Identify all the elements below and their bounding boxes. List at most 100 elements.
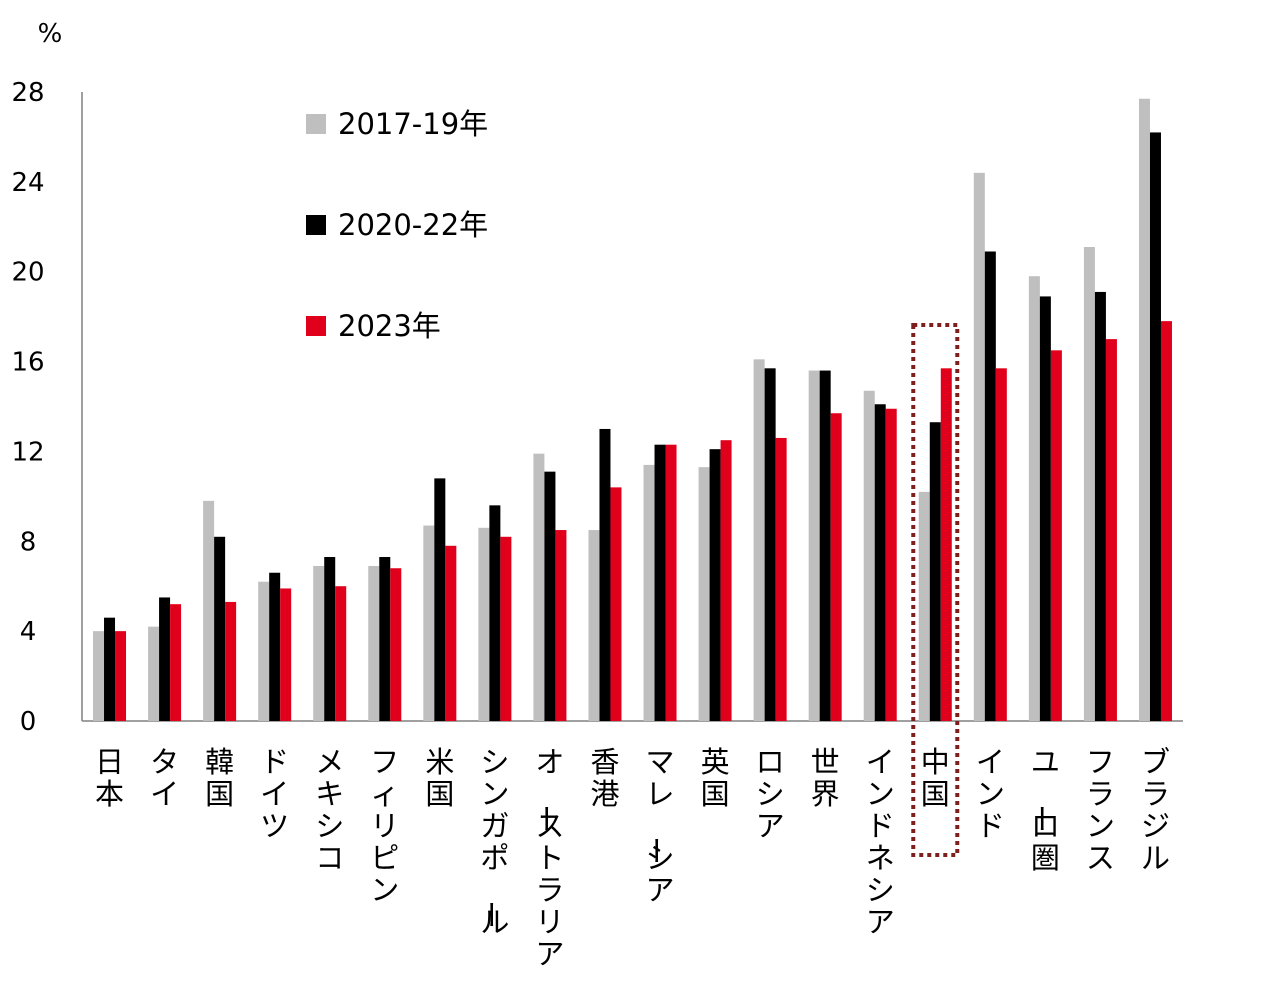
category-label: フィリピン: [370, 745, 399, 907]
bar: [1039, 296, 1051, 721]
bar: [423, 525, 435, 721]
category-label: ドイツ: [260, 745, 289, 843]
category-label: ユーロ圏: [1024, 745, 1060, 875]
bar: [269, 572, 281, 721]
y-tick-label: 8: [20, 527, 37, 557]
bar: [280, 588, 292, 721]
bar: [610, 487, 622, 721]
bar: [588, 530, 600, 721]
bar: [1138, 98, 1150, 722]
bar: [643, 464, 655, 721]
bar: [390, 568, 402, 721]
bar: [984, 251, 996, 721]
bar: [995, 368, 1007, 721]
category-label: 香港: [590, 745, 619, 811]
category-label: シンガポール: [473, 745, 509, 939]
bar: [313, 565, 325, 721]
bar: [1050, 350, 1062, 721]
category-label: 世界: [811, 745, 840, 811]
bar: [434, 478, 446, 721]
bar: [104, 617, 116, 721]
bar: [874, 404, 886, 721]
bar: [335, 586, 347, 721]
bar: [885, 408, 897, 721]
bar: [940, 368, 952, 721]
bar: [599, 428, 611, 721]
y-axis-label: %: [38, 19, 63, 49]
bars: [93, 98, 1172, 722]
y-tick-label: 12: [11, 437, 44, 467]
legend-label: 2020-22年: [338, 208, 488, 242]
bar: [159, 597, 171, 721]
bar: [709, 449, 721, 721]
bar: [1105, 339, 1117, 721]
bar: [324, 557, 336, 721]
y-tick-label: 28: [11, 78, 44, 108]
bar: [720, 440, 732, 721]
bar: [753, 359, 765, 721]
bar: [1083, 247, 1095, 721]
bar: [258, 581, 270, 721]
category-label: マレーシア: [639, 745, 675, 907]
bar: [379, 557, 391, 721]
bar: [918, 491, 930, 721]
bar: [1149, 132, 1161, 721]
bar: [214, 536, 226, 721]
bar: [533, 453, 545, 721]
bar: [863, 390, 875, 721]
bar: [489, 505, 501, 721]
bar: [654, 444, 666, 721]
legend-swatch: [306, 215, 326, 235]
legend-swatch: [306, 114, 326, 134]
category-labels: 日本タイ韓国ドイツメキシコフィリピン米国シンガポールオーストラリア香港マレーシア…: [95, 745, 1170, 971]
bar: [698, 467, 710, 721]
category-label: 英国: [701, 745, 730, 811]
legend-label: 2017-19年: [338, 107, 488, 141]
y-axis-ticks: 0 4 8 12 16 20 24 28: [11, 78, 44, 737]
bar: [1028, 276, 1040, 721]
bar: [808, 370, 820, 721]
y-tick-label: 24: [11, 168, 44, 198]
legend-label: 2023年: [338, 309, 441, 343]
highlight-box: [911, 323, 960, 857]
category-label: オーストラリア: [528, 745, 564, 971]
category-label: 日本: [95, 745, 124, 811]
category-label: メキシコ: [315, 745, 344, 875]
bar: [148, 626, 160, 721]
legend: 2017-19年 2020-22年 2023年: [306, 107, 488, 343]
bar: [555, 530, 567, 721]
bar: [665, 444, 677, 721]
bar: [819, 370, 831, 721]
bar: [203, 500, 215, 721]
category-label: ロシア: [756, 745, 785, 843]
bar: [1094, 291, 1106, 721]
category-label: フランス: [1086, 745, 1115, 875]
bar: [115, 631, 127, 721]
bar: [1160, 321, 1172, 721]
category-label: インドネシア: [866, 745, 895, 939]
y-tick-label: 20: [11, 258, 44, 288]
legend-swatch: [306, 316, 326, 336]
bar: [973, 172, 985, 721]
y-tick-label: 0: [20, 707, 37, 737]
bar: [775, 437, 787, 721]
bar: [929, 422, 941, 721]
category-label: タイ: [150, 745, 179, 811]
category-label: 米国: [425, 745, 454, 811]
bar: [500, 536, 512, 721]
bar: [544, 471, 556, 721]
bar: [764, 368, 776, 721]
bar: [830, 413, 842, 721]
bar: [445, 545, 457, 721]
bar: [93, 631, 105, 721]
bar: [478, 527, 490, 721]
category-label: 中国: [921, 745, 950, 811]
bar: [368, 565, 380, 721]
bar: [170, 604, 182, 721]
y-tick-label: 4: [20, 617, 37, 647]
category-label: インド: [976, 745, 1005, 843]
category-label: ブラジル: [1141, 745, 1170, 875]
bar: [225, 601, 237, 721]
y-tick-label: 16: [11, 348, 44, 378]
